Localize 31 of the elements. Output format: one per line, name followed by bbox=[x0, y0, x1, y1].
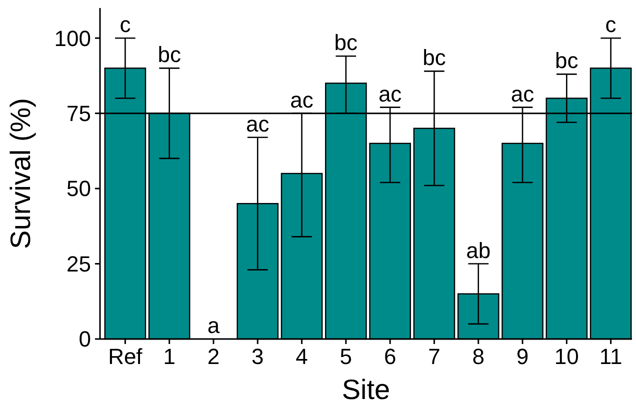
annotation: bc bbox=[334, 30, 358, 56]
y-tick-label: 0 bbox=[78, 326, 91, 352]
annotation: bc bbox=[422, 45, 446, 70]
x-tick-label: 5 bbox=[340, 344, 352, 369]
y-axis-title: Survival (%) bbox=[5, 98, 36, 249]
annotation: bc bbox=[158, 42, 181, 68]
x-tick-label: 6 bbox=[384, 344, 396, 369]
x-tick-label: 9 bbox=[516, 344, 529, 369]
x-tick-label: 7 bbox=[428, 344, 440, 369]
x-axis-title: Site bbox=[342, 374, 390, 405]
annotation: ac bbox=[290, 87, 314, 112]
annotation: bc bbox=[555, 48, 578, 74]
x-tick-label: 11 bbox=[599, 344, 622, 369]
x-tick-label: 3 bbox=[252, 344, 264, 369]
y-tick-label: 50 bbox=[66, 176, 91, 202]
x-tick-label: 10 bbox=[554, 344, 579, 369]
y-tick-label: 25 bbox=[66, 251, 91, 276]
y-tick-label: 75 bbox=[66, 101, 91, 126]
annotation: ac bbox=[378, 81, 402, 106]
x-tick-label: 8 bbox=[472, 344, 484, 369]
annotation: ab bbox=[466, 238, 491, 263]
y-tick-label: 100 bbox=[54, 26, 91, 51]
x-tick-label: 1 bbox=[163, 344, 176, 369]
annotation: c bbox=[605, 12, 616, 38]
annotation: a bbox=[207, 313, 220, 338]
x-tick-label: 2 bbox=[207, 344, 220, 369]
x-tick-label: 4 bbox=[296, 344, 308, 369]
x-tick-label: Ref bbox=[108, 344, 144, 369]
annotation: c bbox=[120, 12, 131, 38]
annotation: ac bbox=[510, 81, 534, 106]
annotation: ac bbox=[246, 111, 270, 136]
